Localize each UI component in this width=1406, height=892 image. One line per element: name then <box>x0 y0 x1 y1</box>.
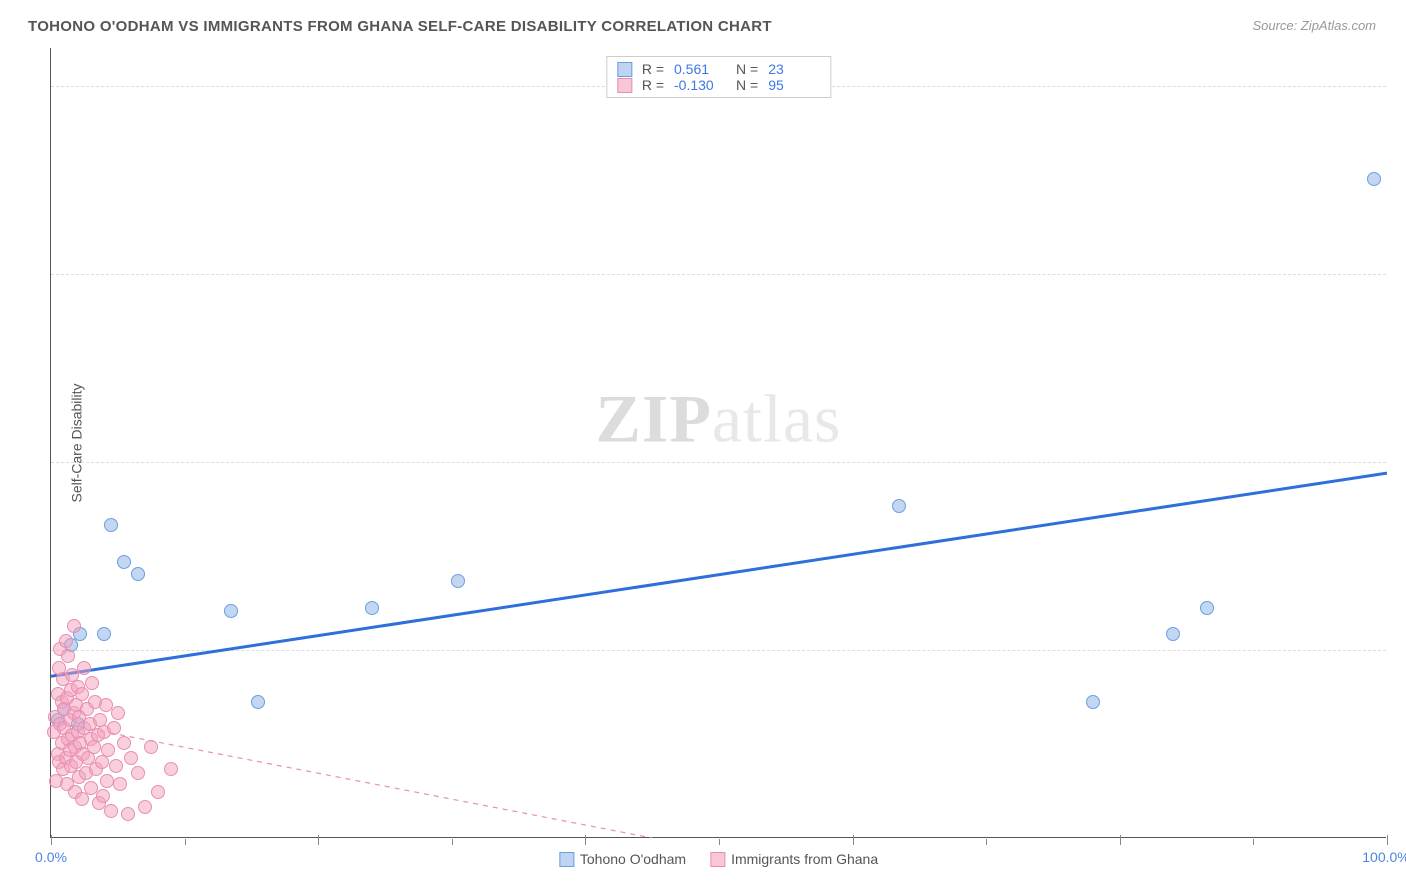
x-axis-max-label: 100.0% <box>1362 849 1406 865</box>
x-tick <box>986 839 987 845</box>
data-point <box>121 807 135 821</box>
stats-row: R = 0.561 N = 23 <box>617 61 820 77</box>
data-point <box>131 766 145 780</box>
r-value: 0.561 <box>674 61 726 77</box>
chart-title: TOHONO O'ODHAM VS IMMIGRANTS FROM GHANA … <box>28 18 772 35</box>
n-value: 95 <box>768 77 820 93</box>
data-point <box>151 785 165 799</box>
swatch-icon <box>710 852 725 867</box>
data-point <box>892 499 906 513</box>
x-tick <box>719 839 720 845</box>
gridline <box>51 650 1386 651</box>
swatch-icon <box>559 852 574 867</box>
correlation-stats-box: R = 0.561 N = 23 R = -0.130 N = 95 <box>606 56 831 98</box>
data-point <box>104 518 118 532</box>
x-tick <box>1120 835 1121 845</box>
data-point <box>77 661 91 675</box>
watermark: ZIPatlas <box>596 379 842 458</box>
data-point <box>107 721 121 735</box>
data-point <box>85 676 99 690</box>
data-point <box>144 740 158 754</box>
data-point <box>100 774 114 788</box>
n-label: N = <box>736 77 758 93</box>
data-point <box>59 634 73 648</box>
x-tick <box>318 835 319 845</box>
data-point <box>75 687 89 701</box>
data-point <box>117 736 131 750</box>
r-label: R = <box>642 61 664 77</box>
source-attribution: Source: ZipAtlas.com <box>1252 18 1376 33</box>
data-point <box>164 762 178 776</box>
data-point <box>96 789 110 803</box>
r-label: R = <box>642 77 664 93</box>
data-point <box>111 706 125 720</box>
legend-item: Tohono O'odham <box>559 851 686 867</box>
data-point <box>75 792 89 806</box>
data-point <box>1367 172 1381 186</box>
x-tick <box>51 835 52 845</box>
legend-item: Immigrants from Ghana <box>710 851 878 867</box>
swatch-icon <box>617 62 632 77</box>
data-point <box>97 627 111 641</box>
n-label: N = <box>736 61 758 77</box>
series-legend: Tohono O'odham Immigrants from Ghana <box>559 851 878 867</box>
data-point <box>109 759 123 773</box>
x-tick <box>585 835 586 845</box>
data-point <box>67 619 81 633</box>
data-point <box>113 777 127 791</box>
swatch-icon <box>617 78 632 93</box>
stats-row: R = -0.130 N = 95 <box>617 77 820 93</box>
y-axis-title: Self-Care Disability <box>69 383 85 502</box>
n-value: 23 <box>768 61 820 77</box>
legend-label: Immigrants from Ghana <box>731 851 878 867</box>
data-point <box>365 601 379 615</box>
trend-lines <box>51 48 1387 838</box>
gridline <box>51 274 1386 275</box>
scatter-plot: Self-Care Disability ZIPatlas 5.0%10.0%1… <box>50 48 1386 838</box>
x-tick <box>1253 839 1254 845</box>
legend-label: Tohono O'odham <box>580 851 686 867</box>
x-tick <box>185 839 186 845</box>
gridline <box>51 462 1386 463</box>
data-point <box>451 574 465 588</box>
r-value: -0.130 <box>674 77 726 93</box>
data-point <box>1200 601 1214 615</box>
data-point <box>104 804 118 818</box>
data-point <box>124 751 138 765</box>
data-point <box>61 649 75 663</box>
data-point <box>1086 695 1100 709</box>
data-point <box>1166 627 1180 641</box>
data-point <box>251 695 265 709</box>
x-tick <box>853 835 854 845</box>
x-tick <box>1387 835 1388 845</box>
x-axis-min-label: 0.0% <box>35 849 67 865</box>
data-point <box>224 604 238 618</box>
data-point <box>117 555 131 569</box>
data-point <box>101 743 115 757</box>
data-point <box>131 567 145 581</box>
x-tick <box>452 839 453 845</box>
data-point <box>138 800 152 814</box>
